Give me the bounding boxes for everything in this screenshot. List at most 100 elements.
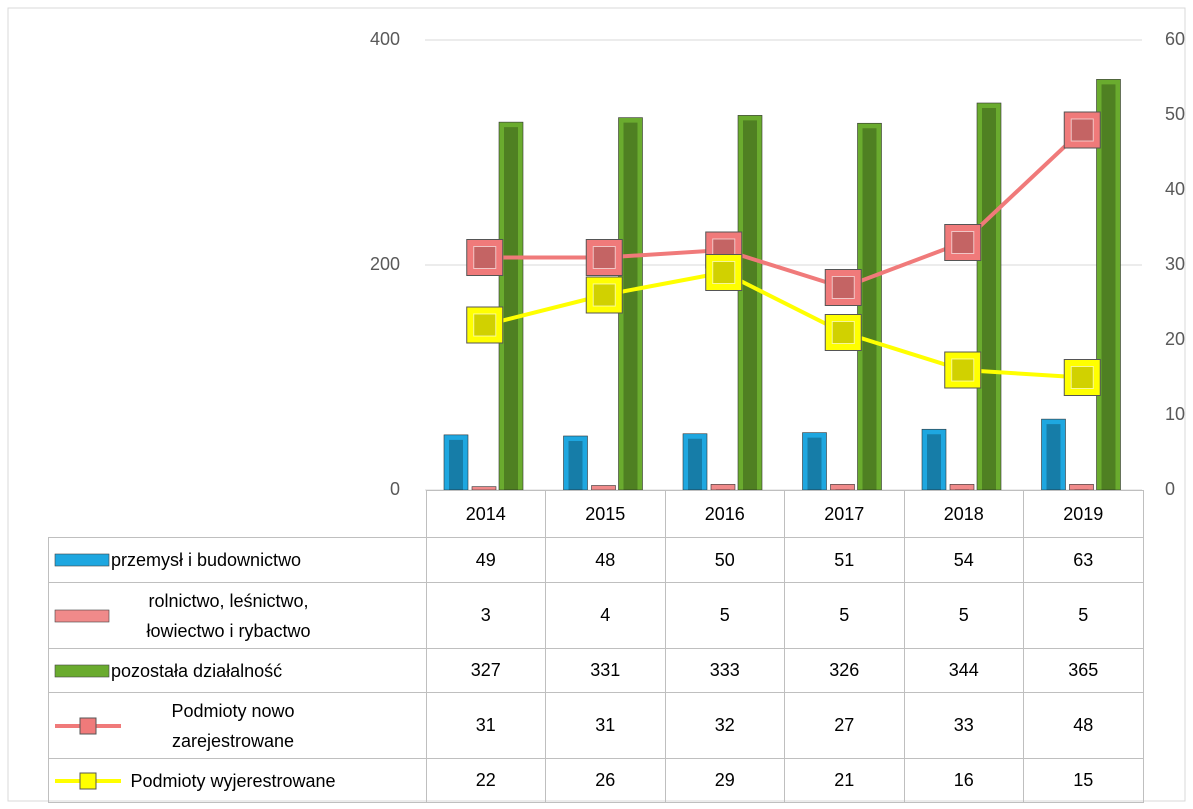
bar-bevel <box>955 489 969 490</box>
bar-body <box>737 115 763 491</box>
bar <box>737 115 763 491</box>
bar-bevel <box>449 439 463 490</box>
swatch-marker <box>79 772 97 789</box>
legend-label: rolnictwo, leśnictwo, łowiectwo i rybact… <box>146 590 311 641</box>
bar <box>1041 418 1066 491</box>
line-marker <box>585 239 623 276</box>
value-cell: 48 <box>545 537 666 583</box>
y2-tick-label: 20 <box>1165 329 1185 349</box>
marker-inner <box>712 261 736 284</box>
value-cell: 48 <box>1023 692 1144 759</box>
bar <box>682 433 708 491</box>
bar-body <box>921 428 947 491</box>
marker-inner <box>592 246 616 269</box>
y-tick-label: 400 <box>370 29 400 49</box>
bar-bevel <box>807 437 822 490</box>
legend-swatch <box>55 772 121 789</box>
bar-bevel <box>862 128 877 490</box>
bar-bevel <box>927 434 941 490</box>
y2-tick-label: 50 <box>1165 104 1185 124</box>
corner-cell <box>49 491 427 538</box>
value-cell: 21 <box>784 758 905 803</box>
value-cell: 333 <box>664 648 785 693</box>
marker-outer <box>824 269 862 306</box>
table-row: pozostała działalność 327 331 333 326 344 365 <box>48 648 1144 693</box>
bar-bevel <box>688 438 702 490</box>
swatch-bar <box>54 609 110 622</box>
bar <box>498 121 524 491</box>
value-cell: 31 <box>545 692 666 759</box>
line-marker <box>1063 359 1101 396</box>
bar-body <box>682 433 708 491</box>
line-marker <box>944 224 982 261</box>
bar-bevel <box>1101 84 1116 490</box>
value-cell: 5 <box>784 582 905 649</box>
swatch-bar <box>54 664 110 677</box>
bar <box>921 428 947 491</box>
value-cell: 3 <box>425 582 546 649</box>
line <box>484 128 1084 290</box>
x-tick-label: 2018 <box>903 490 1024 538</box>
legend-swatch <box>55 717 121 734</box>
legend-entry: Podmioty nowo zarejestrowane <box>48 692 427 759</box>
bar-bevel <box>743 120 757 490</box>
line-marker <box>466 306 504 344</box>
table-row: Podmioty nowo zarejestrowane 31 31 32 27 33 48 <box>48 692 1144 759</box>
line-marker <box>824 314 862 351</box>
value-cell: 29 <box>664 758 785 803</box>
value-cell: 26 <box>545 758 666 803</box>
legend-entry: rolnictwo, leśnictwo, łowiectwo i rybact… <box>48 582 427 649</box>
bar-body <box>498 121 524 491</box>
marker-inner <box>951 358 975 382</box>
marker-outer <box>1063 111 1101 149</box>
marker-inner <box>831 321 855 344</box>
bar <box>976 102 1002 491</box>
data-table: 2014 2015 2016 2017 2018 2019 przemysł i budow… <box>48 490 1144 803</box>
value-cell: 5 <box>664 582 785 649</box>
bar-bevel <box>982 108 996 490</box>
marker-inner <box>831 276 855 299</box>
bar <box>443 434 469 491</box>
marker-inner <box>592 283 616 307</box>
value-cell: 49 <box>425 537 546 583</box>
y2-tick-label: 40 <box>1165 179 1185 199</box>
marker-outer <box>944 351 982 389</box>
marker-inner <box>951 231 975 254</box>
value-cell: 15 <box>1023 758 1144 803</box>
table-header: 2014 2015 2016 2017 2018 2019 <box>49 490 1144 538</box>
marker-inner <box>473 313 497 337</box>
x-tick-label: 2019 <box>1023 490 1144 538</box>
value-cell: 27 <box>784 692 905 759</box>
legend-entry: przemysł i budownictwo <box>48 537 427 583</box>
line-marker <box>1063 111 1101 149</box>
marker-outer <box>1063 359 1101 396</box>
bar-bevel <box>504 127 518 490</box>
x-tick-label: 2015 <box>545 490 666 538</box>
legend-swatch <box>54 664 110 677</box>
value-cell: 4 <box>545 582 666 649</box>
x-tick-label: 2017 <box>784 490 905 538</box>
bar <box>563 435 588 491</box>
legend-swatch <box>54 609 110 622</box>
bar-body <box>1041 418 1066 491</box>
line-marker <box>466 239 504 276</box>
y2-tick-label: 0 <box>1165 479 1175 499</box>
table-row: przemysł i budownictwo 49 48 50 51 54 63 <box>48 537 1144 583</box>
marker-outer <box>824 314 862 351</box>
swatch-bar <box>54 553 110 567</box>
swatch-marker <box>79 717 97 734</box>
value-cell: 326 <box>784 648 905 693</box>
y2-tick-label: 30 <box>1165 254 1185 274</box>
x-tick-label: 2016 <box>664 490 785 538</box>
line-marker <box>585 276 623 314</box>
marker-inner <box>1070 366 1094 389</box>
value-cell: 51 <box>784 537 905 583</box>
bar-bevel <box>568 441 583 490</box>
value-cell: 31 <box>425 692 546 759</box>
line <box>484 270 1083 380</box>
value-cell: 22 <box>425 758 546 803</box>
value-cell: 63 <box>1023 537 1144 583</box>
table-row: Podmioty wyjerestrowane 22 26 29 21 16 15 <box>48 758 1144 803</box>
value-cell: 54 <box>903 537 1024 583</box>
